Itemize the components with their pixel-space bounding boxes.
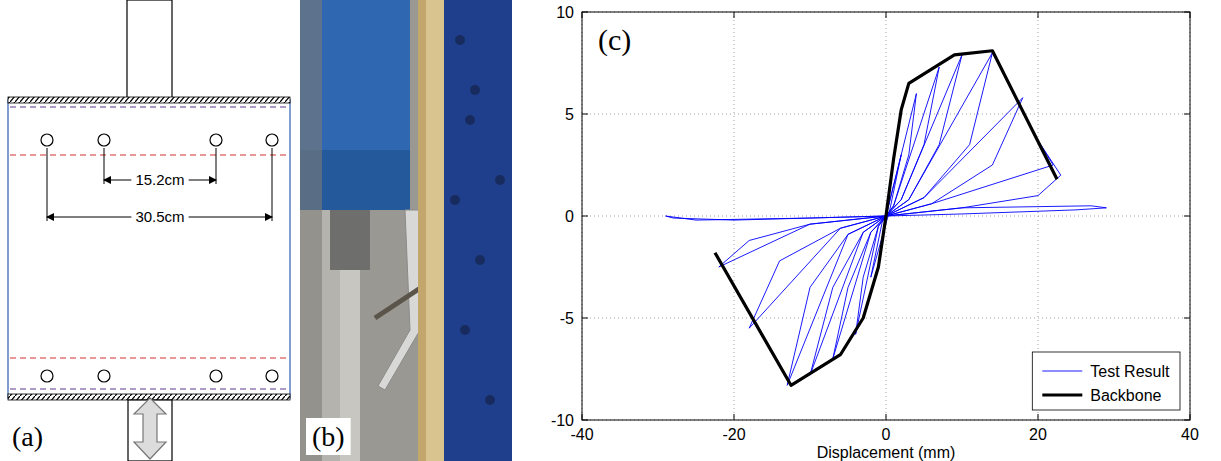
speckle (495, 175, 505, 185)
leader (272, 148, 273, 221)
legend-swatch (1042, 393, 1082, 396)
dimension-arrow (189, 180, 216, 181)
tick-label: 20 (1029, 426, 1047, 443)
tick-label: -10 (551, 412, 574, 429)
wood-edge (418, 0, 426, 461)
legend-label: Test Result (1090, 363, 1170, 380)
panel-c: -40-2002040-10-50510Displacement (mm)(c)… (551, 4, 1199, 461)
tick (1184, 216, 1190, 217)
data-group (666, 51, 1107, 386)
tick (886, 12, 887, 18)
legend-box (1032, 352, 1180, 410)
legend-label: Backbone (1090, 387, 1161, 404)
label-bg (306, 418, 351, 455)
panel-b (300, 0, 512, 461)
figure: 15.2cm30.5cm(a)(b)-40-2002040-10-50510Di… (0, 0, 1221, 461)
tick (1184, 318, 1190, 319)
speckle (455, 35, 465, 45)
tick-label: -20 (722, 426, 745, 443)
screw (210, 134, 222, 146)
speckle (475, 255, 485, 265)
tick (582, 114, 588, 115)
tick (734, 12, 735, 18)
tick-label: -5 (560, 310, 574, 327)
tick (582, 318, 588, 319)
speckle (470, 85, 480, 95)
tick (886, 414, 887, 420)
plot-frame (582, 12, 1190, 420)
grid-line (582, 114, 1190, 115)
tick (582, 216, 588, 217)
panel-a: 15.2cm 30.5cm (a) (8, 0, 290, 461)
photo-bg (300, 0, 512, 461)
dimension-label: 15.2cm (135, 171, 184, 188)
tick (1184, 114, 1190, 115)
dimension-label: 30.5cm (135, 208, 184, 225)
dashed-line (10, 357, 288, 358)
dashed-line (10, 106, 288, 107)
screw (266, 134, 278, 146)
speckle (460, 325, 470, 335)
panel-label: (a) (12, 421, 43, 452)
load-arrow (134, 398, 166, 459)
tick-label: 10 (556, 4, 574, 21)
dashed-line (10, 388, 288, 389)
sheathing (444, 0, 512, 461)
panel-label: (c) (598, 23, 631, 57)
tick-label: 0 (882, 426, 891, 443)
speckle (450, 195, 460, 205)
leader (47, 148, 48, 221)
dimension-arrow (189, 217, 272, 218)
tick-label: 5 (565, 106, 574, 123)
specimen (8, 100, 290, 398)
screw (210, 370, 222, 382)
tick-label: 40 (1181, 426, 1199, 443)
dimension-arrow (47, 217, 131, 218)
tick (1038, 12, 1039, 18)
axis-title: Displacement (mm) (817, 444, 956, 461)
legend-swatch (1042, 371, 1082, 372)
top-stub (127, 0, 172, 100)
tick (1038, 414, 1039, 420)
tick (734, 414, 735, 420)
leader (216, 148, 217, 184)
column (300, 0, 322, 461)
nut (330, 210, 370, 270)
leader (104, 148, 105, 184)
series-line (715, 51, 1057, 386)
panel-label: (b) (312, 421, 345, 452)
screw (266, 370, 278, 382)
screw (41, 370, 53, 382)
dimension-arrow (104, 180, 131, 181)
screw (98, 134, 110, 146)
plot-bg (582, 12, 1190, 420)
screw (41, 134, 53, 146)
speckle (465, 115, 475, 125)
grid-line (582, 318, 1190, 319)
wood-stud (418, 0, 444, 461)
top-flange (8, 97, 290, 103)
screw (98, 370, 110, 382)
legend: Test Result Backbone (1032, 352, 1180, 410)
speckle (485, 395, 495, 405)
dashed-line (10, 154, 288, 155)
tick-label: 0 (565, 208, 574, 225)
